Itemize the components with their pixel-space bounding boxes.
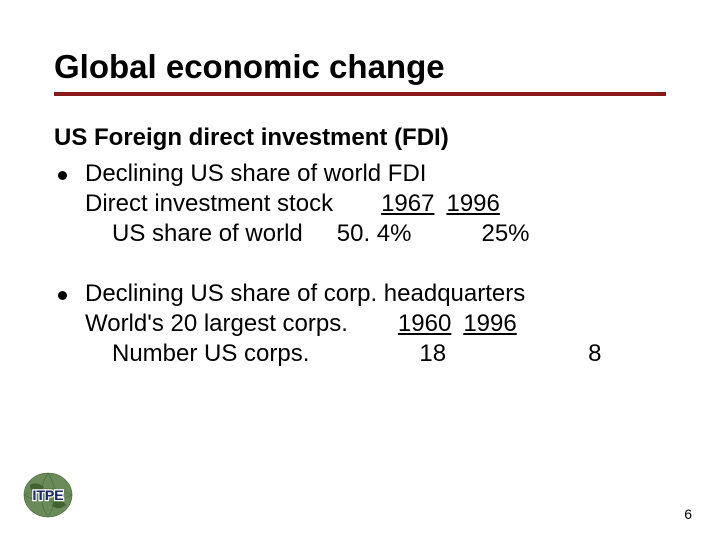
page-number: 6 (684, 506, 692, 522)
data-value-row: Number US corps. 18 8 (54, 340, 666, 368)
data-value-2: 8 (588, 340, 601, 368)
bullet-item: Declining US share of world FDI (54, 160, 666, 188)
data-header-row: Direct investment stock 1967 1996 (54, 190, 666, 218)
data-value-2: 25% (481, 220, 529, 248)
bullet-text: Declining US share of world FDI (85, 160, 426, 188)
slide-title: Global economic change (54, 48, 666, 96)
year-2: 1996 (463, 310, 516, 338)
year-1: 1960 (398, 310, 451, 338)
svg-text:ITPE: ITPE (32, 487, 63, 503)
bullet-text: Declining US share of corp. headquarters (85, 280, 525, 308)
data-header-row: World's 20 largest corps. 1960 1996 (54, 310, 666, 338)
header-label: World's 20 largest corps. (85, 310, 348, 338)
bullet-icon (58, 291, 67, 300)
year-1: 1967 (381, 190, 434, 218)
data-label: Number US corps. (112, 340, 309, 368)
slide: Global economic change US Foreign direct… (0, 0, 720, 540)
data-value-1: 18 (419, 340, 446, 368)
slide-subtitle: US Foreign direct investment (FDI) (54, 124, 666, 152)
bullet-item: Declining US share of corp. headquarters (54, 280, 666, 308)
data-label: US share of world (112, 220, 303, 248)
data-value-row: US share of world 50. 4% 25% (54, 220, 666, 248)
header-label: Direct investment stock (85, 190, 333, 218)
bullet-icon (58, 171, 67, 180)
data-value-1: 50. 4% (337, 220, 412, 248)
logo-icon: ITPE ITPE (20, 470, 76, 520)
year-2: 1996 (446, 190, 499, 218)
